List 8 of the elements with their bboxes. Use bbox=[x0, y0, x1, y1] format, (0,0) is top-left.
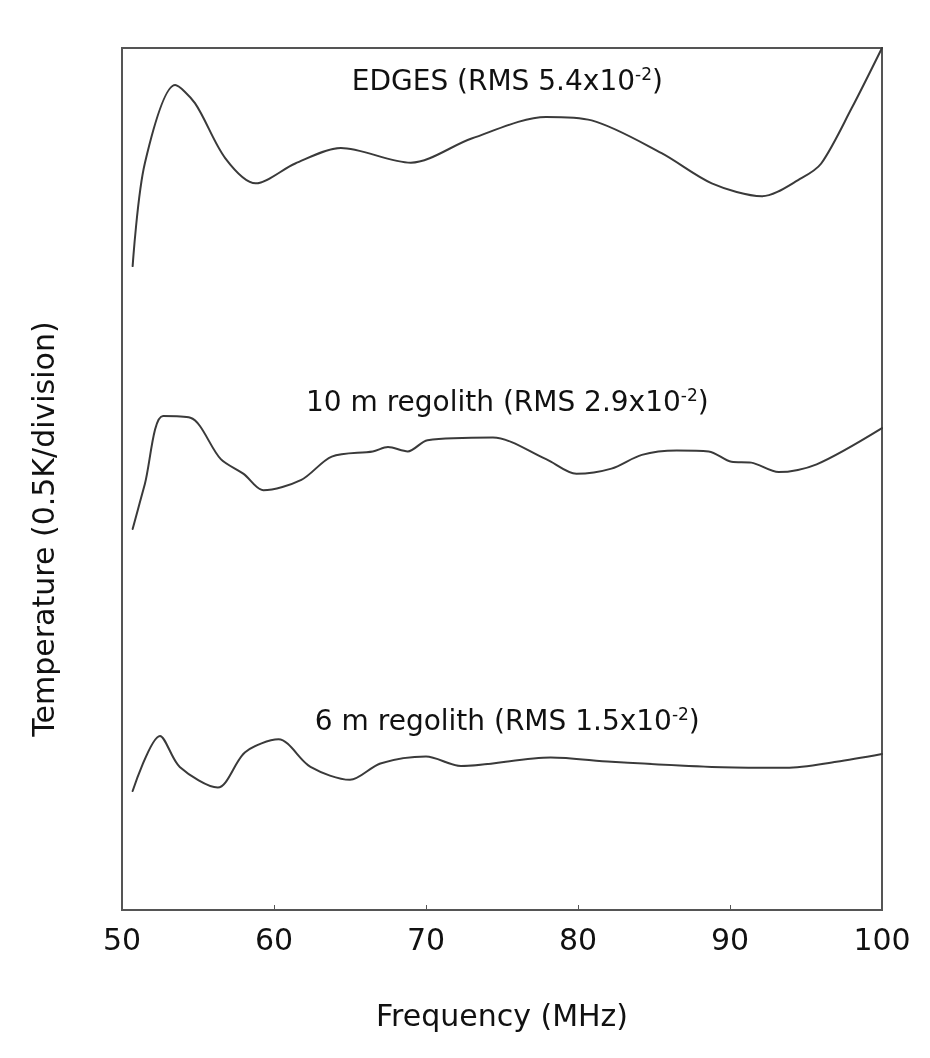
x-tick-label: 80 bbox=[558, 921, 598, 957]
x-tick-label: 60 bbox=[254, 921, 294, 957]
y-axis-title: Temperature (0.5K/division) bbox=[25, 321, 61, 738]
x-tick-label: 90 bbox=[710, 921, 750, 957]
x-tick-label: 50 bbox=[102, 921, 142, 957]
x-tick-label: 100 bbox=[853, 921, 911, 957]
x-tick-label: 70 bbox=[406, 921, 446, 957]
x-axis-title: Frequency (MHz) bbox=[375, 997, 629, 1033]
